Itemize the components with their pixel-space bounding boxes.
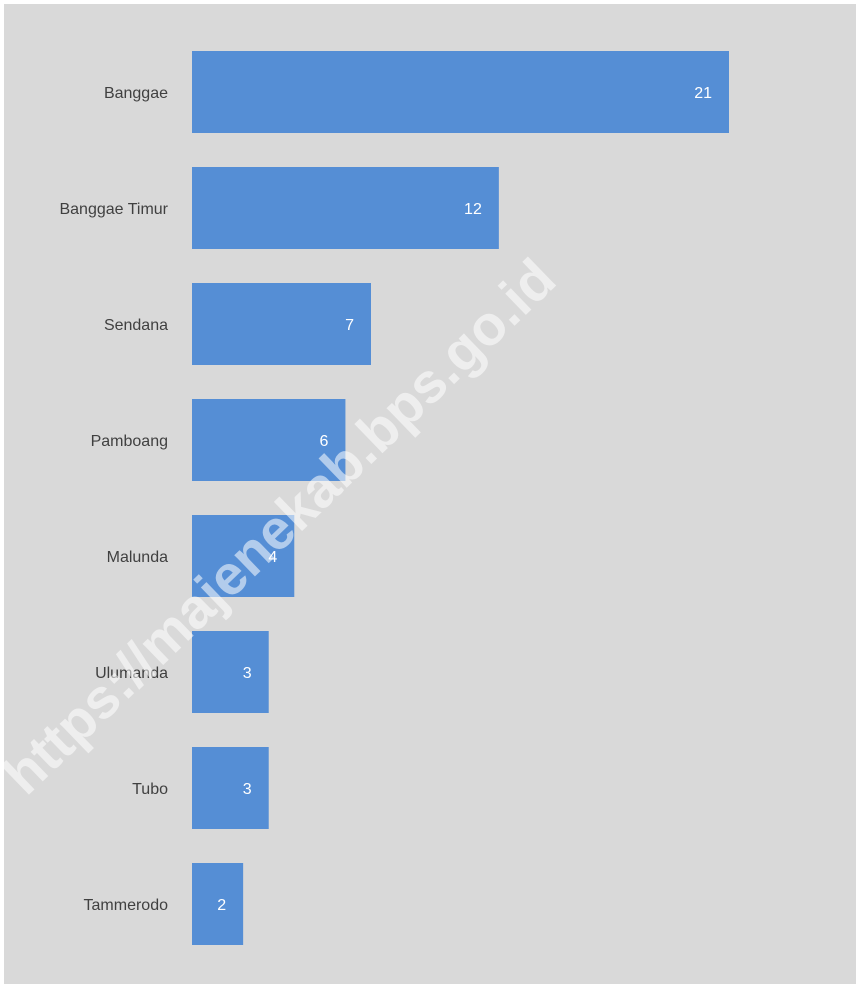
bar-sendana bbox=[192, 283, 371, 365]
bar-banggae bbox=[192, 51, 729, 133]
category-label: Pamboang bbox=[91, 433, 168, 450]
data-label: 12 bbox=[464, 201, 482, 218]
category-label: Ulumanda bbox=[95, 665, 168, 682]
data-label: 3 bbox=[243, 781, 252, 798]
bars-layer bbox=[192, 51, 729, 945]
data-label: 21 bbox=[694, 85, 712, 102]
data-label: 7 bbox=[345, 317, 354, 334]
category-label: Banggae Timur bbox=[59, 201, 168, 218]
category-label: Tubo bbox=[132, 781, 168, 798]
category-label: Banggae bbox=[104, 85, 168, 102]
bar-malunda bbox=[192, 515, 295, 597]
category-label: Tammerodo bbox=[84, 897, 169, 914]
bar-ulumanda bbox=[192, 631, 269, 713]
data-label: 4 bbox=[268, 549, 277, 566]
bar-tubo bbox=[192, 747, 269, 829]
labels-layer: Banggae 21 Banggae Timur 12 Sendana 7 Pamboang… bbox=[59, 85, 712, 914]
bar-pamboang bbox=[192, 399, 346, 481]
category-label: Sendana bbox=[104, 317, 168, 334]
data-label: 2 bbox=[217, 897, 226, 914]
data-label: 3 bbox=[243, 665, 252, 682]
bar-tammerodo bbox=[192, 863, 244, 945]
category-label: Malunda bbox=[107, 549, 168, 566]
data-label: 6 bbox=[320, 433, 329, 450]
bar-banggae-timur bbox=[192, 167, 499, 249]
